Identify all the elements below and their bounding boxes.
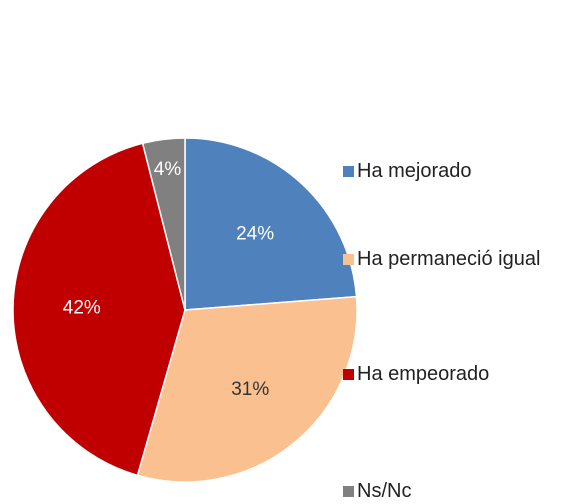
pie-slice <box>12 142 186 477</box>
legend-label: Ha mejorado <box>357 160 472 182</box>
legend-swatch <box>343 369 354 380</box>
legend-item: Ha mejorado <box>340 153 570 190</box>
legend-item: Ha permaneció igual <box>340 241 570 278</box>
legend-item: Ns/Nc <box>340 473 570 504</box>
data-label: 4% <box>154 159 182 180</box>
legend-swatch <box>343 166 354 177</box>
legend-swatch <box>343 254 354 265</box>
data-label: 31% <box>231 379 269 400</box>
pie-slice <box>141 137 186 311</box>
legend-swatch <box>343 486 354 497</box>
legend-label: Ns/Nc <box>357 480 412 502</box>
pie-slice <box>184 137 358 311</box>
pie-slice <box>136 295 358 483</box>
legend-item: Ha empeorado <box>340 356 570 393</box>
data-label: 42% <box>63 297 101 318</box>
data-label: 24% <box>236 223 274 244</box>
legend-label: Ha empeorado <box>357 363 490 385</box>
legend-label: Ha permaneció igual <box>357 248 541 270</box>
